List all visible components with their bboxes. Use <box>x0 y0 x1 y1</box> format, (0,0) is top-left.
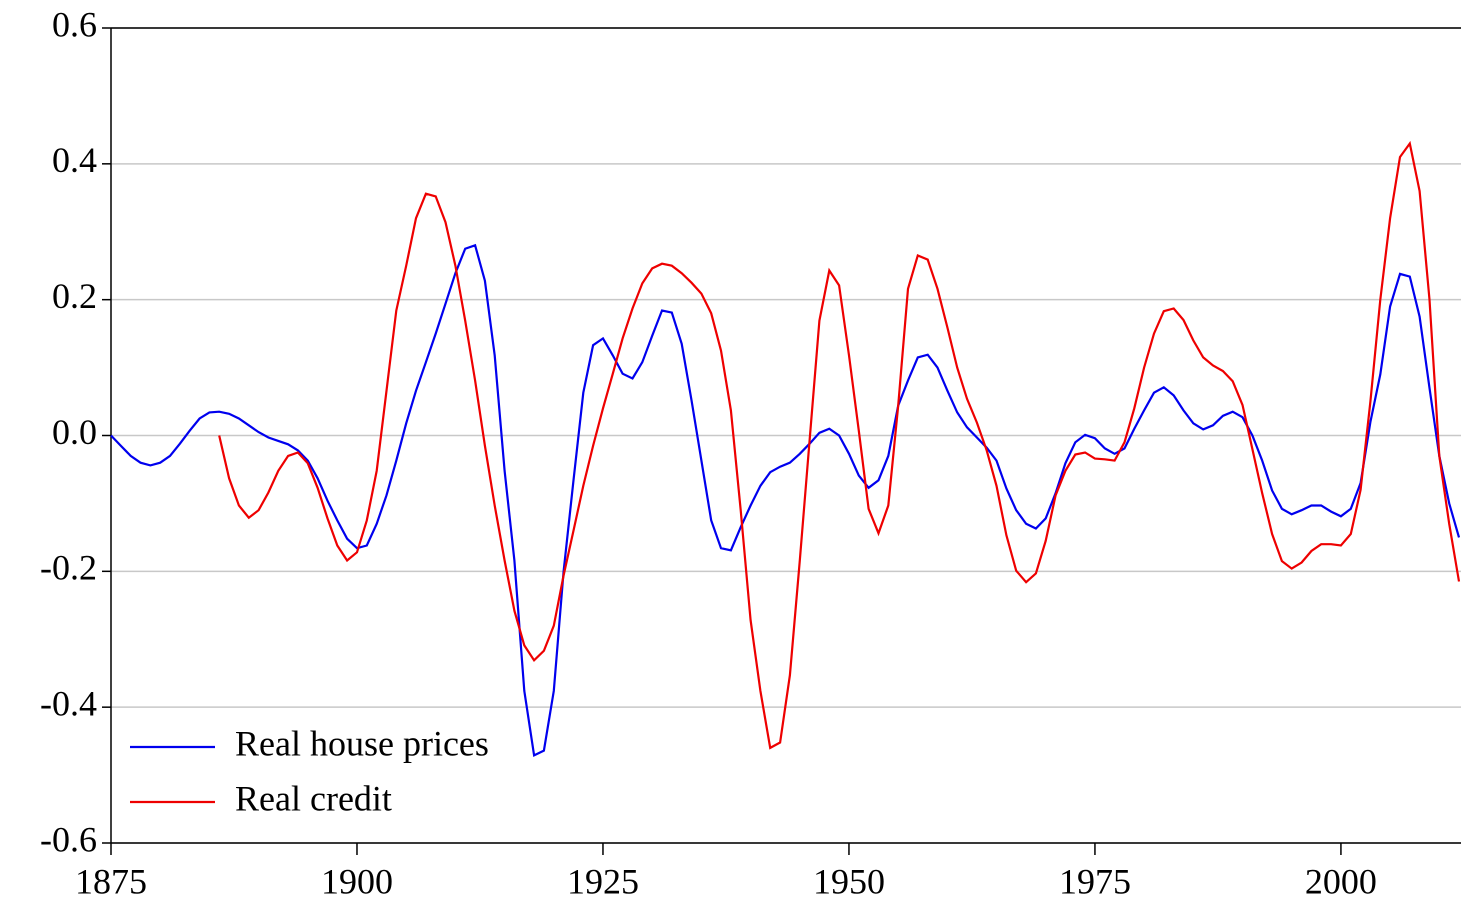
legend-label: Real house prices <box>235 723 489 763</box>
y-tick-label: -0.6 <box>40 819 97 859</box>
x-tick-label: 1900 <box>321 861 393 901</box>
x-tick-label: 1875 <box>75 861 147 901</box>
y-tick-label: 0.0 <box>52 412 97 452</box>
series-line <box>218 140 1461 750</box>
x-tick-label: 2000 <box>1305 861 1377 901</box>
x-tick-label: 1925 <box>567 861 639 901</box>
series-line <box>110 243 1461 758</box>
y-tick-label: -0.4 <box>40 683 97 723</box>
x-tick-label: 1975 <box>1059 861 1131 901</box>
y-tick-label: 0.6 <box>52 4 97 44</box>
y-tick-label: 0.4 <box>52 140 97 180</box>
legend-label: Real credit <box>235 778 392 818</box>
x-tick-label: 1950 <box>813 861 885 901</box>
y-tick-label: 0.2 <box>52 276 97 316</box>
y-tick-label: -0.2 <box>40 548 97 588</box>
